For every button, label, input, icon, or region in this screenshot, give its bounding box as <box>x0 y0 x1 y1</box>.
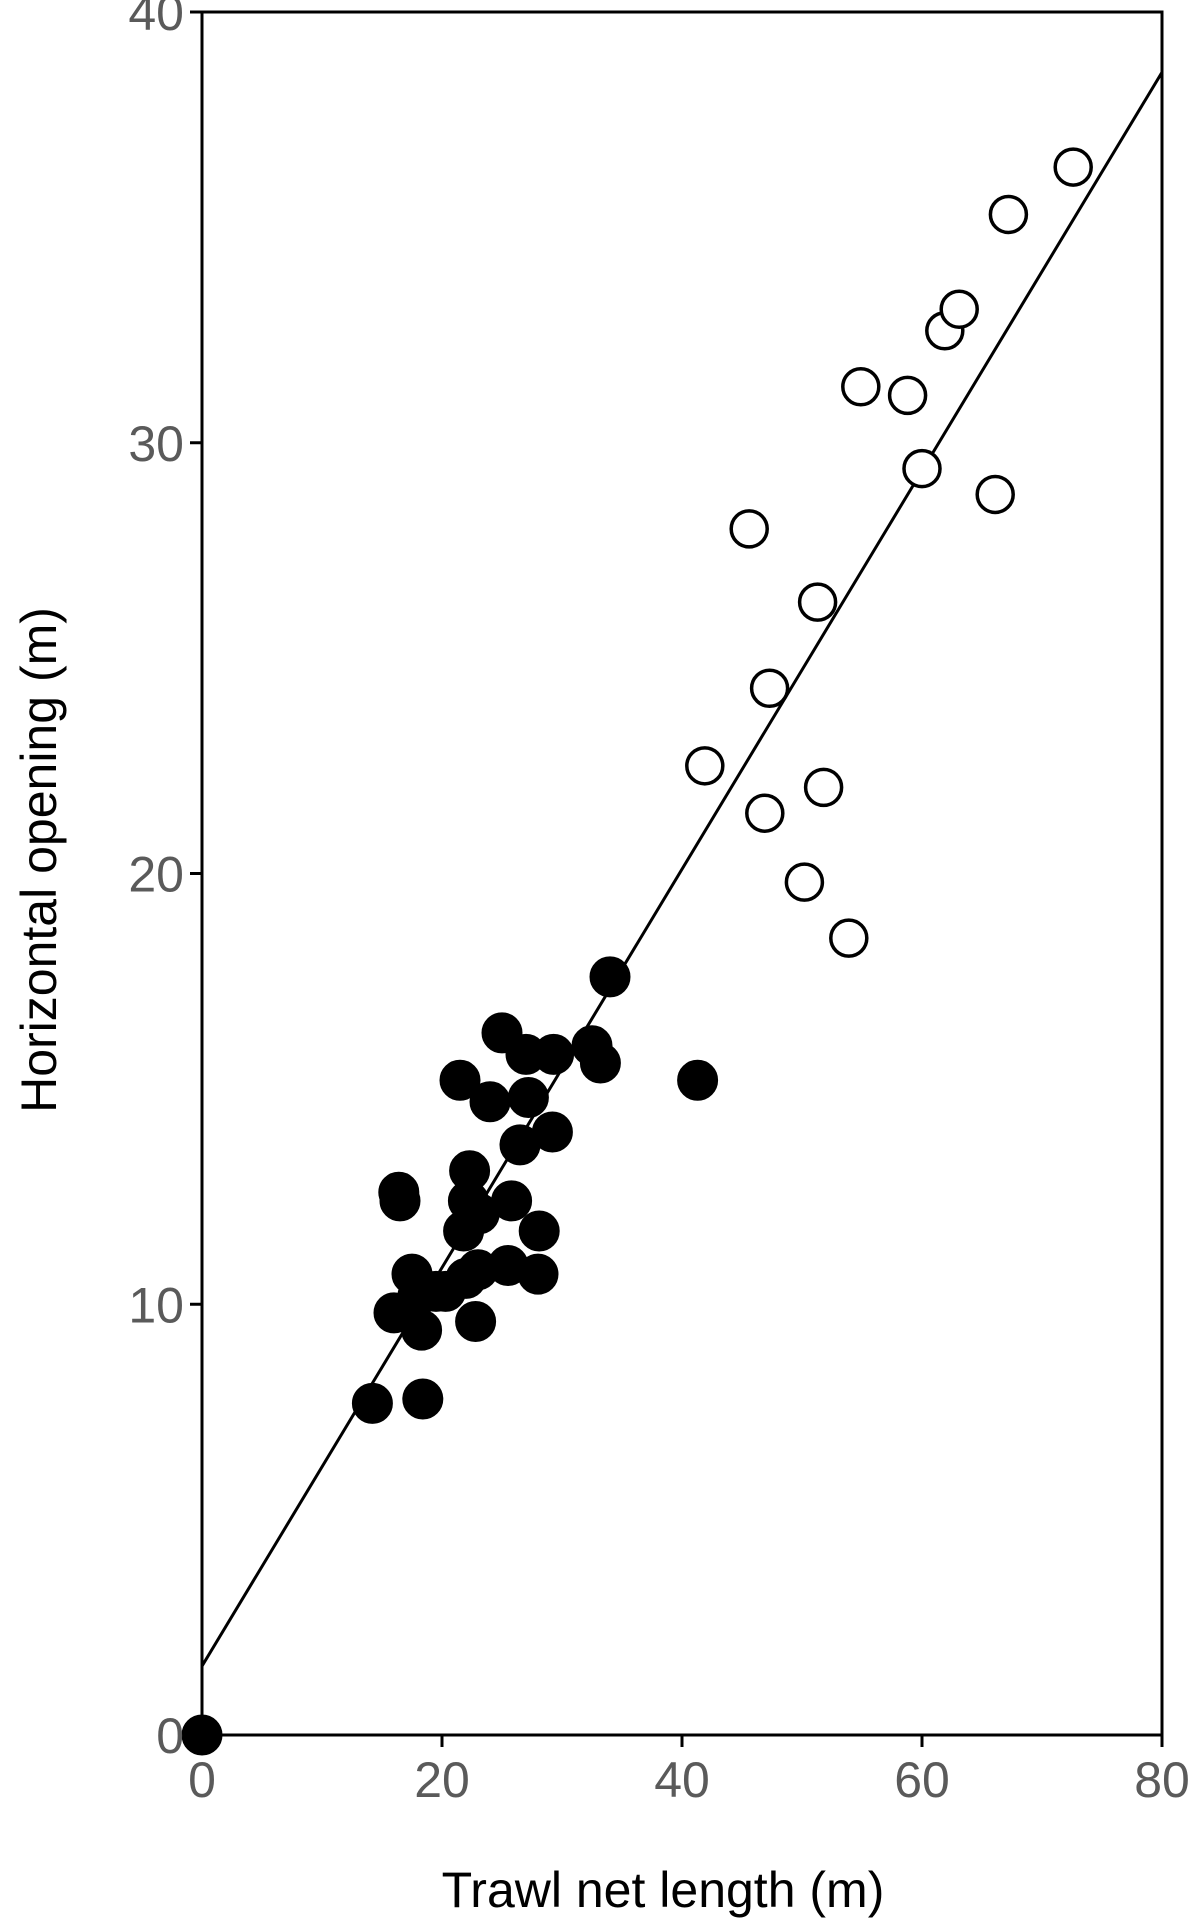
data-points <box>181 147 1093 1756</box>
regression-line <box>202 71 1162 1667</box>
y-tick-label-3: 30 <box>128 416 184 472</box>
open-point-1 <box>729 509 769 549</box>
filled-point-27 <box>677 1059 719 1101</box>
filled-point-26 <box>507 1076 549 1118</box>
filled-point-9 <box>455 1300 497 1342</box>
open-point-4 <box>784 862 825 902</box>
filled-point-1 <box>351 1382 393 1424</box>
open-point-14 <box>988 194 1029 235</box>
open-point-9 <box>887 375 928 416</box>
filled-point-33 <box>589 956 631 998</box>
filled-point-30 <box>481 1012 523 1054</box>
x-tick-label-1: 20 <box>414 1752 470 1808</box>
open-point-15 <box>1053 147 1093 187</box>
filled-point-2 <box>402 1378 444 1420</box>
open-point-3 <box>749 668 790 709</box>
filled-point-18 <box>518 1210 560 1252</box>
open-point-13 <box>975 474 1015 515</box>
filled-point-21 <box>449 1150 491 1192</box>
plot-border <box>200 10 1164 1737</box>
regression-line-layer <box>202 71 1162 1667</box>
filled-point-32 <box>579 1042 621 1084</box>
open-point-7 <box>829 918 869 958</box>
axis-ticks: 0 20 40 60 80 0 10 20 30 40 <box>128 0 1189 1808</box>
filled-point-24 <box>439 1059 481 1101</box>
filled-point-17 <box>491 1180 533 1222</box>
filled-point-23 <box>531 1111 573 1153</box>
x-axis-title: Trawl net length (m) <box>442 1862 885 1918</box>
y-tick-label-2: 20 <box>128 847 184 903</box>
y-axis-title: Horizontal opening (m) <box>11 607 67 1113</box>
y-tick-label-1: 10 <box>128 1277 184 1333</box>
x-tick-label-0: 0 <box>188 1752 216 1808</box>
open-point-10 <box>902 448 942 489</box>
open-point-12 <box>939 289 979 329</box>
y-tick-label-0: 0 <box>156 1708 184 1764</box>
open-point-0 <box>685 746 725 786</box>
filled-point-29 <box>533 1033 575 1075</box>
filled-point-20 <box>379 1180 421 1222</box>
x-tick-label-3: 60 <box>894 1752 950 1808</box>
open-point-6 <box>803 767 844 808</box>
y-tick-label-4: 40 <box>128 0 184 41</box>
filled-point-25 <box>469 1081 511 1123</box>
filled-point-13 <box>517 1253 559 1295</box>
open-point-5 <box>797 582 838 622</box>
filled-point-4 <box>401 1309 443 1351</box>
x-tick-label-2: 40 <box>654 1752 710 1808</box>
open-point-8 <box>841 367 881 407</box>
plot-frame <box>200 10 1164 1737</box>
x-tick-label-4: 80 <box>1134 1752 1190 1808</box>
open-point-2 <box>745 793 785 833</box>
